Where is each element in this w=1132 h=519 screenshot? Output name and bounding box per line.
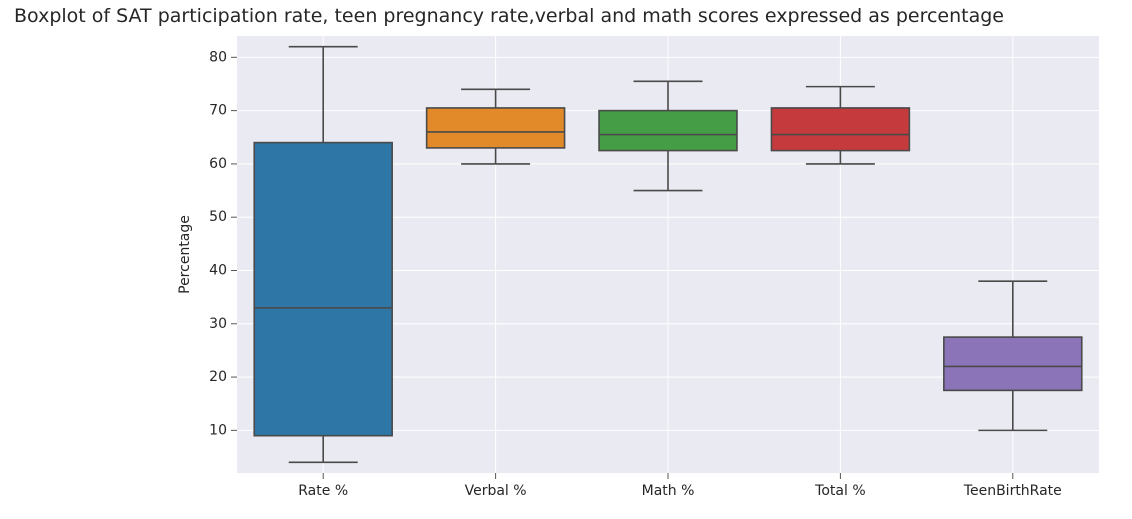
box xyxy=(427,108,565,148)
boxplot-svg: 10 20 30 40 50 60 70 80 Rate % Verbal % Math % Tota… xyxy=(0,0,1132,519)
box xyxy=(944,337,1082,390)
chart-container: 10 20 30 40 50 60 70 80 Rate % Verbal % Math % Tota… xyxy=(0,0,1132,519)
xtick-label: TeenBirthRate xyxy=(963,483,1062,499)
box xyxy=(599,111,737,151)
ytick-label: 80 xyxy=(209,49,227,65)
xtick-label: Rate % xyxy=(298,483,348,499)
xtick-label: Math % xyxy=(642,483,695,499)
chart-title: Boxplot of SAT participation rate, teen … xyxy=(14,5,1004,27)
ytick-label: 10 xyxy=(209,422,227,438)
ytick-label: 50 xyxy=(209,209,227,225)
box xyxy=(254,143,392,436)
ytick-label: 60 xyxy=(209,156,227,172)
box xyxy=(771,108,909,151)
xtick-label: Total % xyxy=(814,483,865,499)
ytick-label: 30 xyxy=(209,316,227,332)
ytick-label: 70 xyxy=(209,103,227,119)
ytick-label: 40 xyxy=(209,262,227,278)
ytick-label: 20 xyxy=(209,369,227,385)
y-axis-label: Percentage xyxy=(177,215,193,294)
xtick-label: Verbal % xyxy=(465,483,527,499)
